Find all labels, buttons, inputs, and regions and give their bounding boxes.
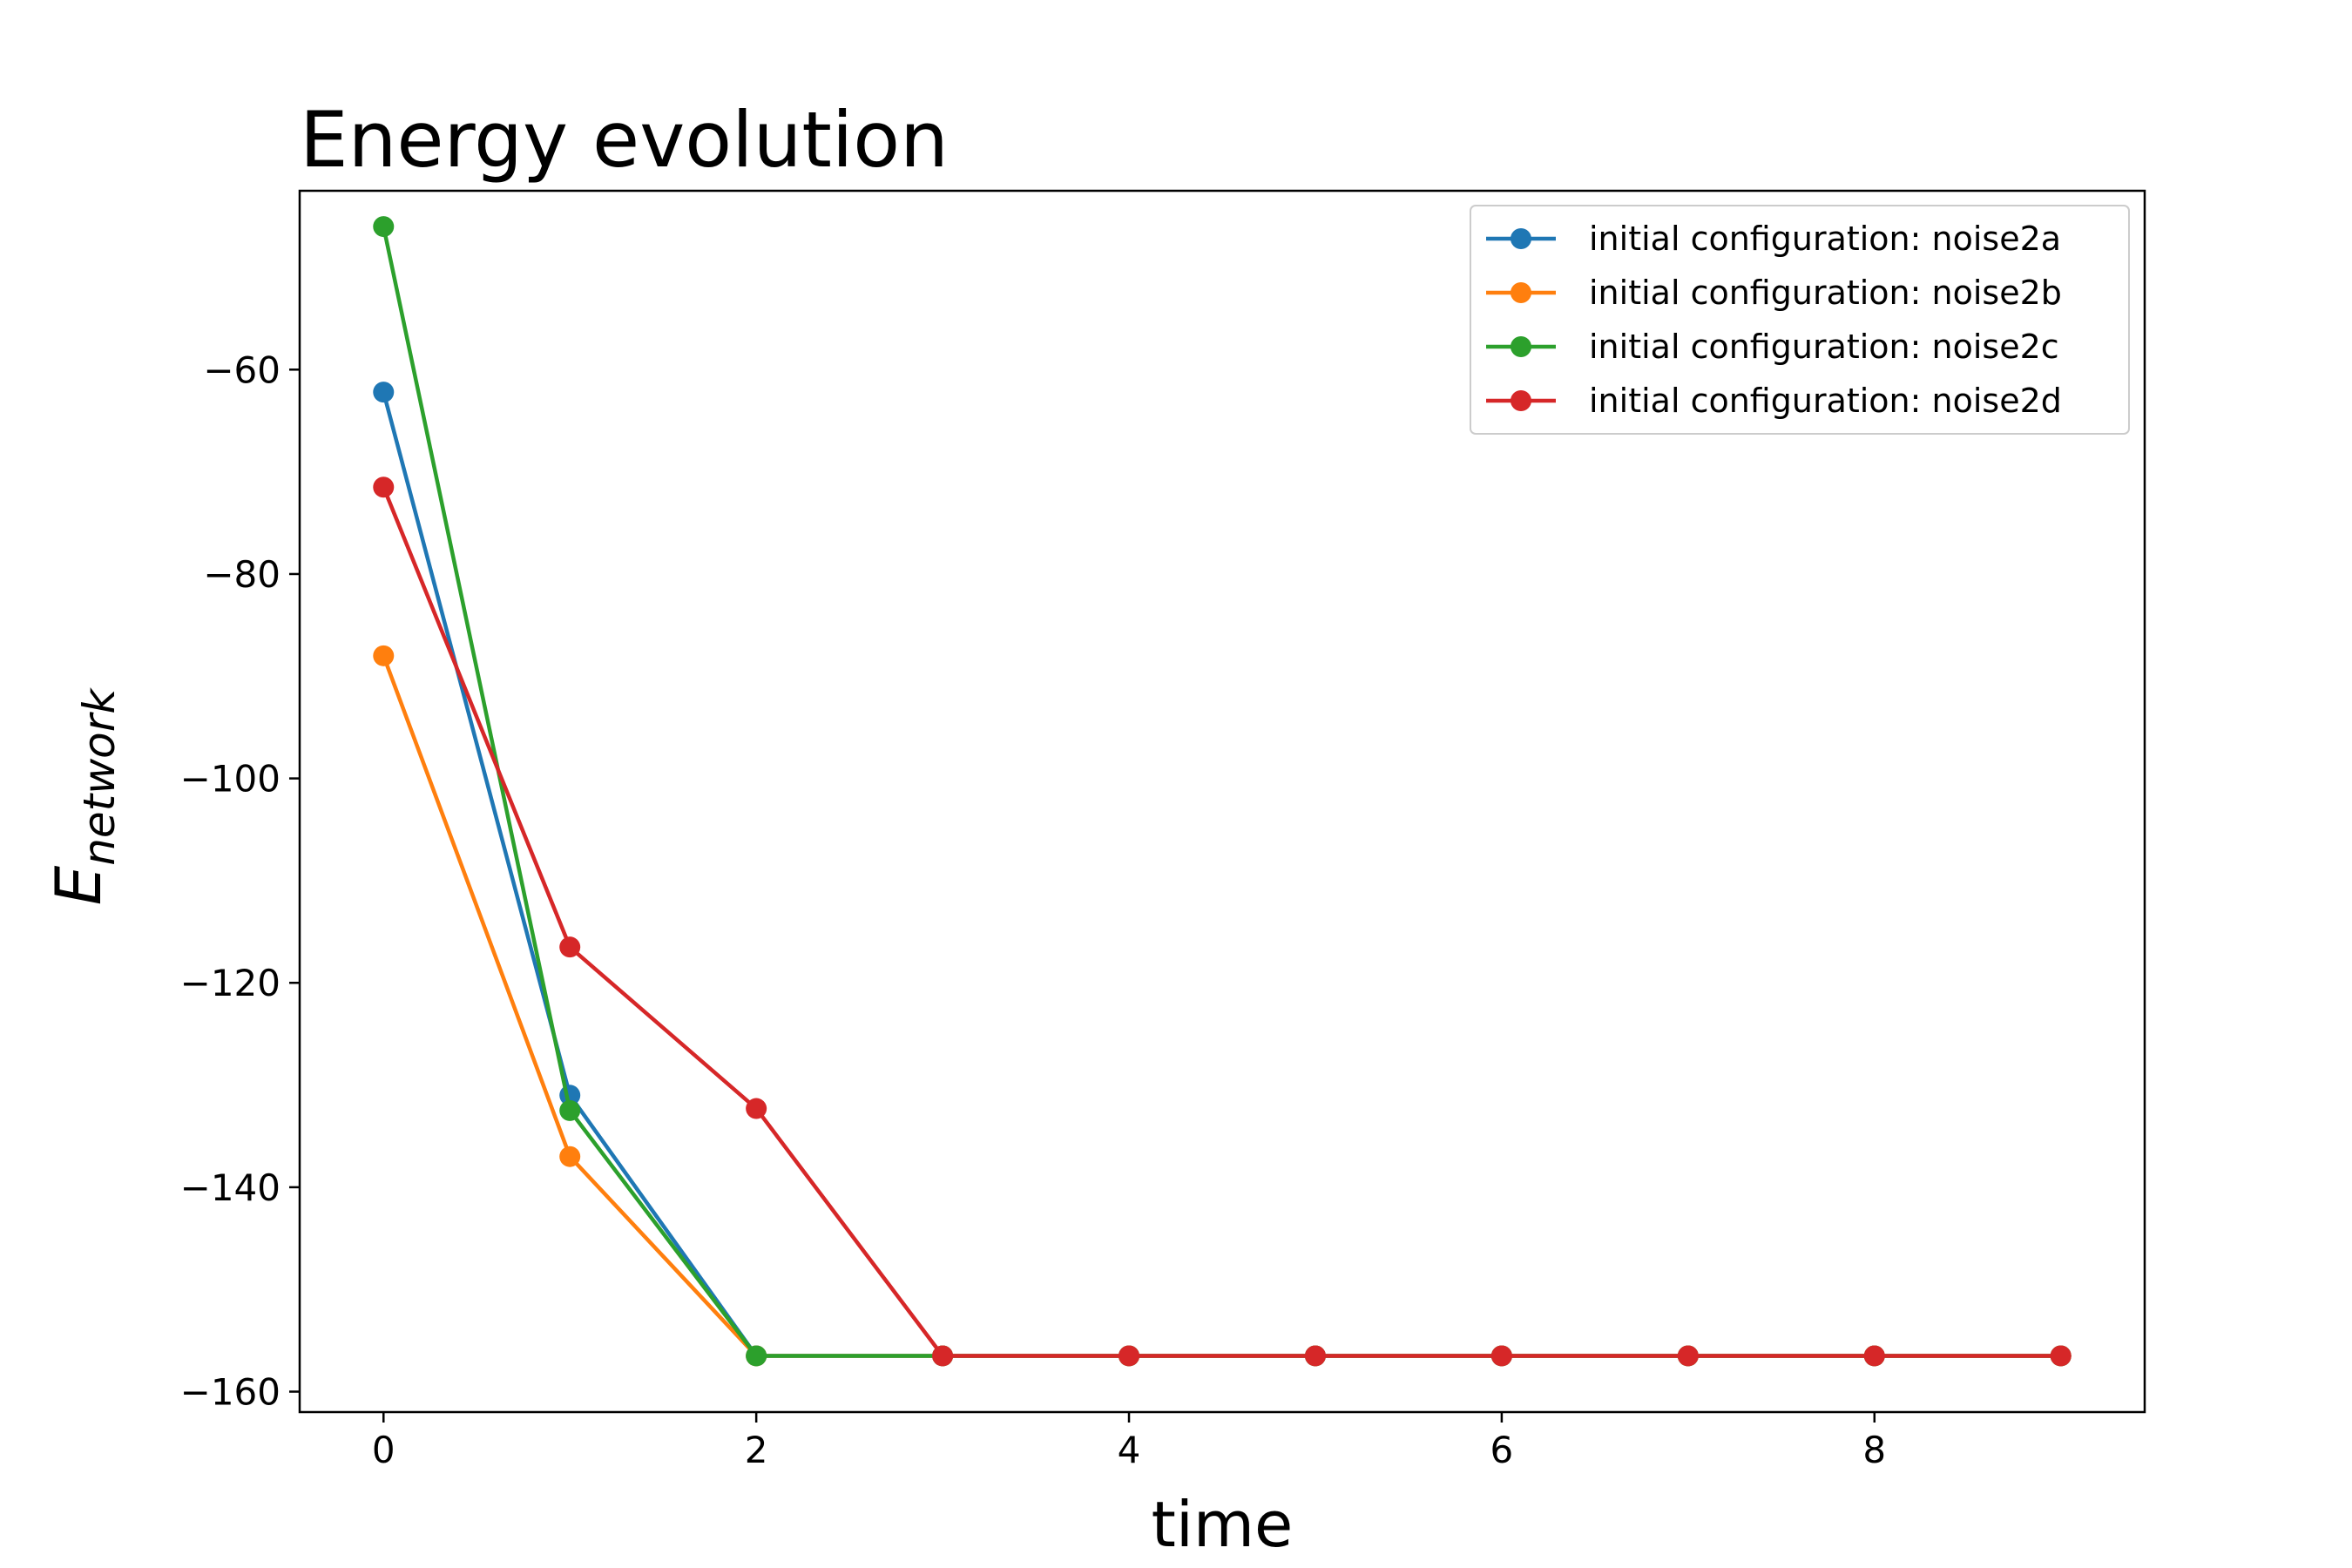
legend: initial configuration: noise2a initial co… [1470,205,2130,435]
legend-item: initial configuration: noise2d [1486,382,2062,420]
legend-box [1470,205,2130,435]
data-point [932,1345,954,1367]
y-tick-label: −60 [203,348,280,391]
x-tick-label: 8 [1862,1429,1886,1471]
y-axis-label-main: E [42,865,115,905]
y-axis-label-sub: network [74,687,125,866]
series-4 [373,476,2072,1367]
y-tick-label: −100 [180,758,280,801]
legend-item: initial configuration: noise2a [1486,220,2061,258]
y-tick-label: −120 [180,962,280,1004]
legend-marker [1511,228,1531,249]
data-point [1677,1345,1699,1367]
legend-item: initial configuration: noise2b [1486,274,2062,312]
series-line [382,486,2061,1358]
series-layer [373,216,2072,1367]
y-tick-label: −160 [180,1371,280,1414]
x-axis-label: time [1152,1488,1294,1561]
legend-label: initial configuration: noise2b [1589,274,2062,312]
data-point [373,476,395,498]
x-tick-label: 2 [745,1429,768,1471]
x-tick-label: 4 [1118,1429,1141,1471]
data-point [373,645,395,666]
legend-label: initial configuration: noise2a [1589,220,2061,258]
data-point [559,936,581,958]
chart-title: Energy evolution [300,95,949,185]
legend-item: initial configuration: noise2c [1486,328,2059,366]
data-point [746,1345,767,1367]
data-point [1490,1345,1512,1367]
y-tick-label: −80 [203,553,280,596]
y-axis-label: Enetwork [42,687,125,906]
x-tick-label: 0 [372,1429,395,1471]
data-point [373,216,395,238]
legend-marker [1511,336,1531,357]
plot-area-frame [298,189,2146,1414]
data-point [559,1099,581,1121]
data-point [1863,1345,1885,1367]
data-point [1304,1345,1326,1367]
data-point [2050,1345,2072,1367]
legend-marker [1511,390,1531,411]
data-point [746,1098,767,1119]
legend-label: initial configuration: noise2d [1589,382,2062,420]
data-point [559,1146,581,1167]
data-point [1119,1345,1140,1367]
data-point [373,382,395,403]
x-tick-label: 6 [1490,1429,1514,1471]
tick-layer: 0 2 4 6 8 −60 −80 −100 −120 −140 −160 [180,348,1887,1471]
legend-label: initial configuration: noise2c [1589,328,2059,366]
y-tick-label: −140 [180,1166,280,1209]
legend-marker [1511,282,1531,303]
